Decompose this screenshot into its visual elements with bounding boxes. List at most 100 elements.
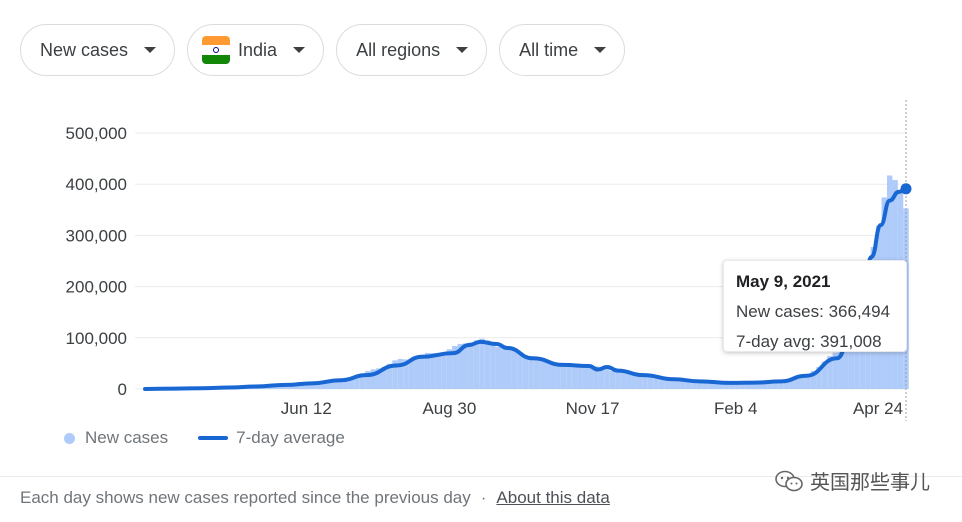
y-tick-label: 300,000 (66, 226, 127, 245)
new-cases-bar (729, 383, 735, 389)
new-cases-bar (642, 376, 648, 389)
new-cases-bar (343, 377, 349, 389)
new-cases-bar (365, 371, 371, 389)
metric-dropdown[interactable]: New cases (20, 24, 176, 76)
new-cases-bar (403, 359, 409, 389)
new-cases-bar (539, 358, 545, 389)
new-cases-bar (838, 344, 844, 389)
new-cases-bar (354, 375, 360, 389)
data-tooltip: May 9, 2021 New cases: 366,494 7-day avg… (723, 260, 907, 352)
new-cases-bar (294, 384, 300, 389)
new-cases-bar (593, 366, 599, 389)
new-cases-bar (337, 378, 344, 389)
new-cases-bar (381, 366, 387, 389)
new-cases-bar (430, 353, 436, 389)
y-tick-label: 0 (118, 380, 127, 399)
footer: Each day shows new cases reported since … (20, 488, 610, 508)
new-cases-bar (316, 382, 322, 389)
new-cases-bar (414, 357, 420, 389)
new-cases-bar (810, 370, 817, 389)
new-cases-bar (723, 382, 730, 389)
y-axis-ticks: 0 100,000 200,000 300,000 400,000 500,000 (66, 124, 127, 399)
new-cases-bar (647, 376, 654, 389)
time-range-dropdown[interactable]: All time (499, 24, 626, 76)
new-cases-bar (305, 382, 311, 389)
new-cases-bar (376, 368, 382, 389)
new-cases-bar (419, 354, 425, 389)
tooltip-date: May 9, 2021 (736, 272, 831, 291)
y-tick-label: 500,000 (66, 124, 127, 143)
new-cases-bar (783, 380, 790, 389)
new-cases-bar (441, 352, 447, 389)
new-cases-bar (821, 361, 828, 389)
region-dropdown-label: All regions (356, 39, 441, 60)
new-cases-bar (843, 332, 849, 389)
new-cases-bar (636, 375, 643, 389)
new-cases-bar (604, 369, 610, 389)
chevron-down-icon (293, 47, 306, 53)
india-flag-icon (202, 36, 231, 64)
x-tick-label: Apr 24 (853, 399, 903, 418)
new-cases-bar (664, 378, 670, 389)
new-cases-bar (669, 379, 675, 389)
new-cases-bar (511, 348, 518, 389)
new-cases-bar (756, 382, 762, 389)
new-cases-bar (397, 358, 404, 389)
new-cases-bar (620, 371, 627, 389)
y-tick-label: 100,000 (66, 329, 127, 348)
new-cases-bar (359, 373, 366, 389)
y-tick-label: 200,000 (66, 278, 127, 297)
new-cases-bar (560, 365, 567, 389)
x-tick-label: Nov 17 (566, 399, 620, 418)
about-this-data-link[interactable]: About this data (496, 488, 610, 507)
new-cases-bar (691, 380, 697, 389)
new-cases-bar (566, 364, 572, 389)
hover-point (900, 183, 912, 195)
filter-bar: New cases India All regions All time (20, 24, 626, 78)
new-cases-bar (761, 382, 768, 389)
new-cases-bar (658, 377, 665, 389)
new-cases-bar (332, 379, 338, 389)
new-cases-bar (506, 346, 512, 389)
chevron-down-icon (594, 47, 607, 53)
x-tick-label: Feb 4 (714, 399, 757, 418)
new-cases-bar (479, 338, 485, 389)
new-cases-bar (598, 367, 605, 389)
watermark: 英国那些事儿 (774, 466, 930, 495)
new-cases-bar (473, 340, 480, 389)
watermark-text: 英国那些事儿 (810, 472, 930, 494)
new-cases-bar (299, 383, 306, 389)
new-cases-bar (435, 353, 442, 389)
new-cases-bar (685, 379, 692, 389)
new-cases-bar (800, 375, 806, 389)
new-cases-bar (702, 381, 708, 389)
chevron-down-icon (456, 47, 469, 53)
new-cases-bar (609, 371, 616, 389)
x-tick-label: Jun 12 (281, 399, 332, 418)
legend-new-cases: New cases (85, 428, 169, 447)
tooltip-seven-day-average: 7-day avg: 391,008 (736, 332, 882, 351)
new-cases-bar (745, 382, 752, 389)
country-dropdown[interactable]: India (187, 24, 325, 76)
new-cases-bar (751, 383, 757, 389)
new-cases-bar (827, 356, 833, 389)
new-cases-bar (533, 357, 540, 389)
new-cases-bar (772, 380, 779, 389)
new-cases-bar (653, 376, 659, 389)
divider (0, 476, 962, 477)
new-cases-bar (794, 377, 801, 389)
new-cases-bar (848, 316, 855, 389)
x-tick-label: Aug 30 (422, 399, 476, 418)
new-cases-bar (718, 382, 724, 389)
new-cases-bar (424, 352, 431, 389)
country-dropdown-label: India (238, 39, 278, 60)
new-cases-bar (577, 366, 583, 389)
new-cases-bar (674, 379, 681, 389)
new-cases-bar (696, 381, 703, 389)
legend-bar-swatch (64, 432, 75, 444)
new-cases-bar (789, 378, 795, 389)
region-dropdown[interactable]: All regions (336, 24, 488, 76)
legend-line-swatch (198, 436, 229, 440)
new-cases-bar (571, 365, 578, 389)
new-cases-bar (386, 363, 393, 389)
